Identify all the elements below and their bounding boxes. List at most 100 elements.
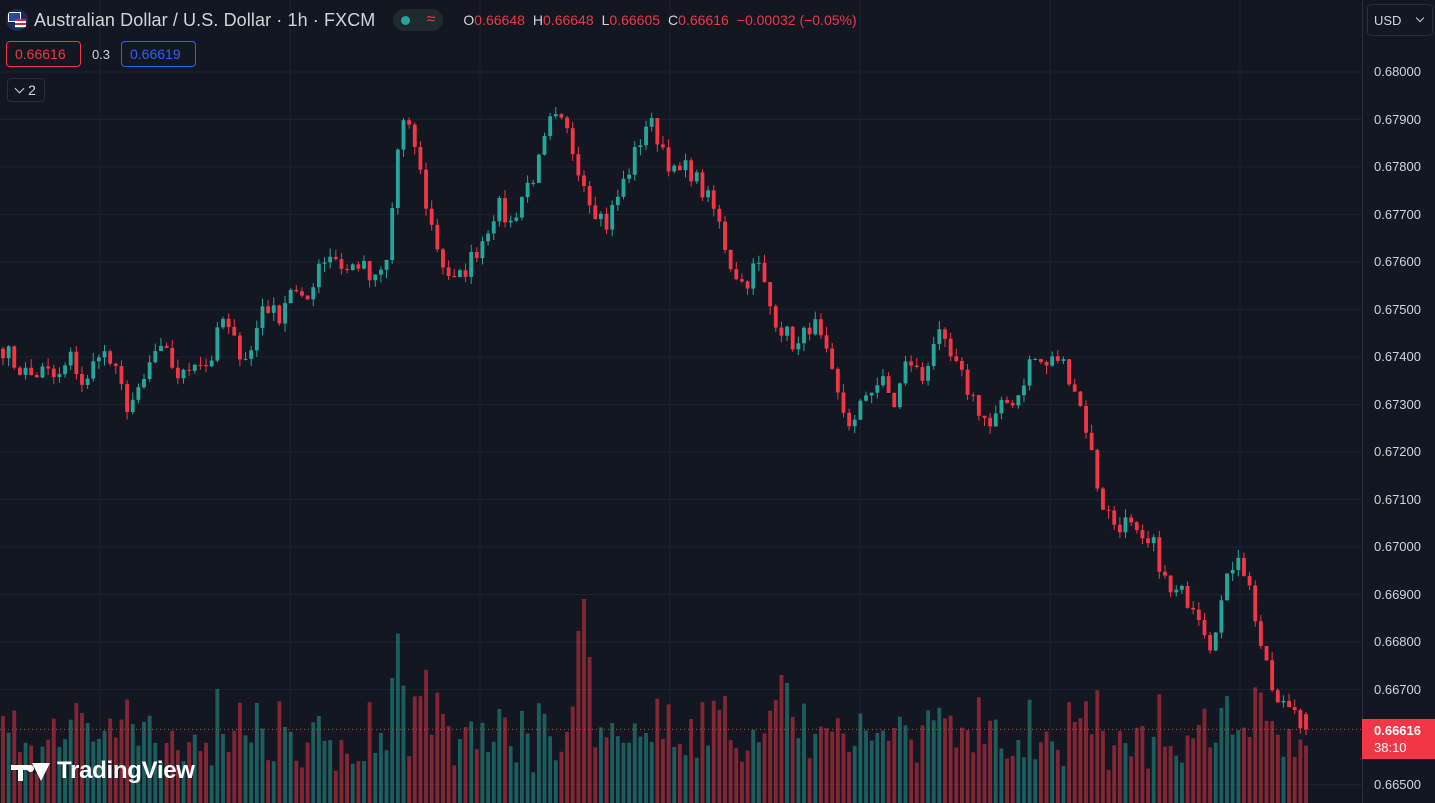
candle-down[interactable] [1089, 432, 1094, 451]
candle-down[interactable] [666, 147, 671, 172]
candle-down[interactable] [971, 394, 976, 396]
candle-down[interactable] [232, 326, 237, 336]
candle-up[interactable] [536, 154, 541, 183]
candle-up[interactable] [1174, 589, 1179, 593]
candle-down[interactable] [1287, 700, 1291, 708]
candle-down[interactable] [1106, 509, 1111, 511]
candle-up[interactable] [756, 262, 761, 264]
candle-up[interactable] [903, 361, 908, 384]
candle-up[interactable] [159, 345, 163, 352]
candle-up[interactable] [1213, 632, 1218, 651]
candle-down[interactable] [187, 369, 192, 371]
candle-up[interactable] [328, 256, 333, 263]
market-status-pill[interactable]: ≈ [393, 9, 444, 31]
candle-down[interactable] [728, 249, 733, 270]
candle-down[interactable] [1298, 710, 1303, 729]
candle-down[interactable] [1163, 571, 1167, 576]
candle-down[interactable] [807, 327, 812, 335]
candle-down[interactable] [113, 363, 118, 367]
candle-down[interactable] [125, 384, 130, 413]
candle-down[interactable] [277, 305, 282, 324]
candle-up[interactable] [384, 259, 389, 270]
candle-down[interactable] [948, 338, 953, 357]
candle-down[interactable] [226, 318, 231, 327]
candle-down[interactable] [717, 208, 722, 222]
candle-up[interactable] [751, 263, 756, 289]
candle-up[interactable] [1230, 570, 1235, 574]
candle-up[interactable] [271, 305, 276, 313]
candle-down[interactable] [982, 415, 987, 418]
candle-down[interactable] [1258, 621, 1263, 647]
candle-down[interactable] [762, 262, 767, 283]
candle-up[interactable] [514, 217, 519, 221]
indicators-toggle-button[interactable]: 2 [7, 78, 45, 102]
candle-up[interactable] [926, 366, 930, 381]
candle-up[interactable] [57, 374, 62, 377]
candle-down[interactable] [300, 291, 304, 296]
sell-button[interactable]: 0.66616 [6, 41, 81, 67]
candle-down[interactable] [559, 114, 564, 118]
candle-down[interactable] [909, 361, 914, 366]
candle-down[interactable] [1242, 557, 1246, 576]
candle-down[interactable] [841, 392, 846, 413]
candle-down[interactable] [237, 335, 242, 360]
candle-up[interactable] [813, 319, 818, 335]
candle-down[interactable] [1134, 522, 1139, 531]
candle-up[interactable] [192, 364, 197, 371]
candle-down[interactable] [711, 190, 716, 209]
candle-down[interactable] [1129, 517, 1134, 523]
candle-up[interactable] [457, 270, 462, 278]
candle-down[interactable] [333, 256, 338, 260]
candle-down[interactable] [1168, 575, 1173, 593]
candle-up[interactable] [531, 182, 536, 184]
candle-down[interactable] [29, 367, 34, 376]
candle-up[interactable] [486, 233, 491, 242]
candle-down[interactable] [1010, 402, 1015, 406]
candle-down[interactable] [34, 375, 39, 378]
candle-down[interactable] [266, 306, 271, 313]
candle-down[interactable] [452, 275, 457, 278]
candle-down[interactable] [367, 260, 372, 281]
candle-down[interactable] [914, 365, 919, 367]
candle-up[interactable] [469, 251, 474, 277]
candle-down[interactable] [18, 367, 22, 375]
candle-up[interactable] [627, 174, 632, 179]
candle-up[interactable] [147, 362, 152, 379]
candle-down[interactable] [80, 374, 84, 385]
candle-down[interactable] [1055, 356, 1060, 361]
candle-down[interactable] [170, 347, 175, 368]
candle-down[interactable] [1157, 537, 1162, 572]
candle-down[interactable] [689, 160, 694, 182]
candle-up[interactable] [316, 263, 321, 288]
candle-up[interactable] [897, 383, 902, 408]
tradingview-watermark[interactable]: TradingView [9, 757, 195, 785]
candle-up[interactable] [311, 287, 316, 300]
candle-down[interactable] [1196, 609, 1201, 621]
candle-down[interactable] [1078, 391, 1083, 406]
candle-down[interactable] [1304, 714, 1308, 730]
candle-up[interactable] [401, 120, 406, 150]
candle-up[interactable] [694, 172, 699, 182]
candle-down[interactable] [954, 356, 959, 361]
candle-up[interactable] [993, 413, 998, 427]
candle-down[interactable] [830, 348, 835, 369]
candle-down[interactable] [418, 146, 423, 170]
candle-up[interactable] [785, 326, 789, 336]
candle-down[interactable] [677, 165, 682, 171]
candle-down[interactable] [740, 279, 744, 282]
candle-up[interactable] [1123, 517, 1128, 533]
candle-down[interactable] [441, 249, 445, 268]
candle-up[interactable] [373, 274, 378, 281]
candle-down[interactable] [593, 205, 598, 220]
candle-up[interactable] [1225, 573, 1229, 601]
candle-up[interactable] [644, 126, 648, 146]
candle-up[interactable] [1050, 356, 1055, 366]
candle-down[interactable] [892, 392, 897, 408]
candle-up[interactable] [288, 289, 293, 304]
candle-up[interactable] [362, 260, 366, 269]
candle-down[interactable] [1292, 707, 1297, 711]
candle-down[interactable] [407, 120, 412, 125]
candle-up[interactable] [491, 221, 496, 234]
candle-up[interactable] [632, 147, 637, 175]
candle-up[interactable] [497, 198, 502, 222]
